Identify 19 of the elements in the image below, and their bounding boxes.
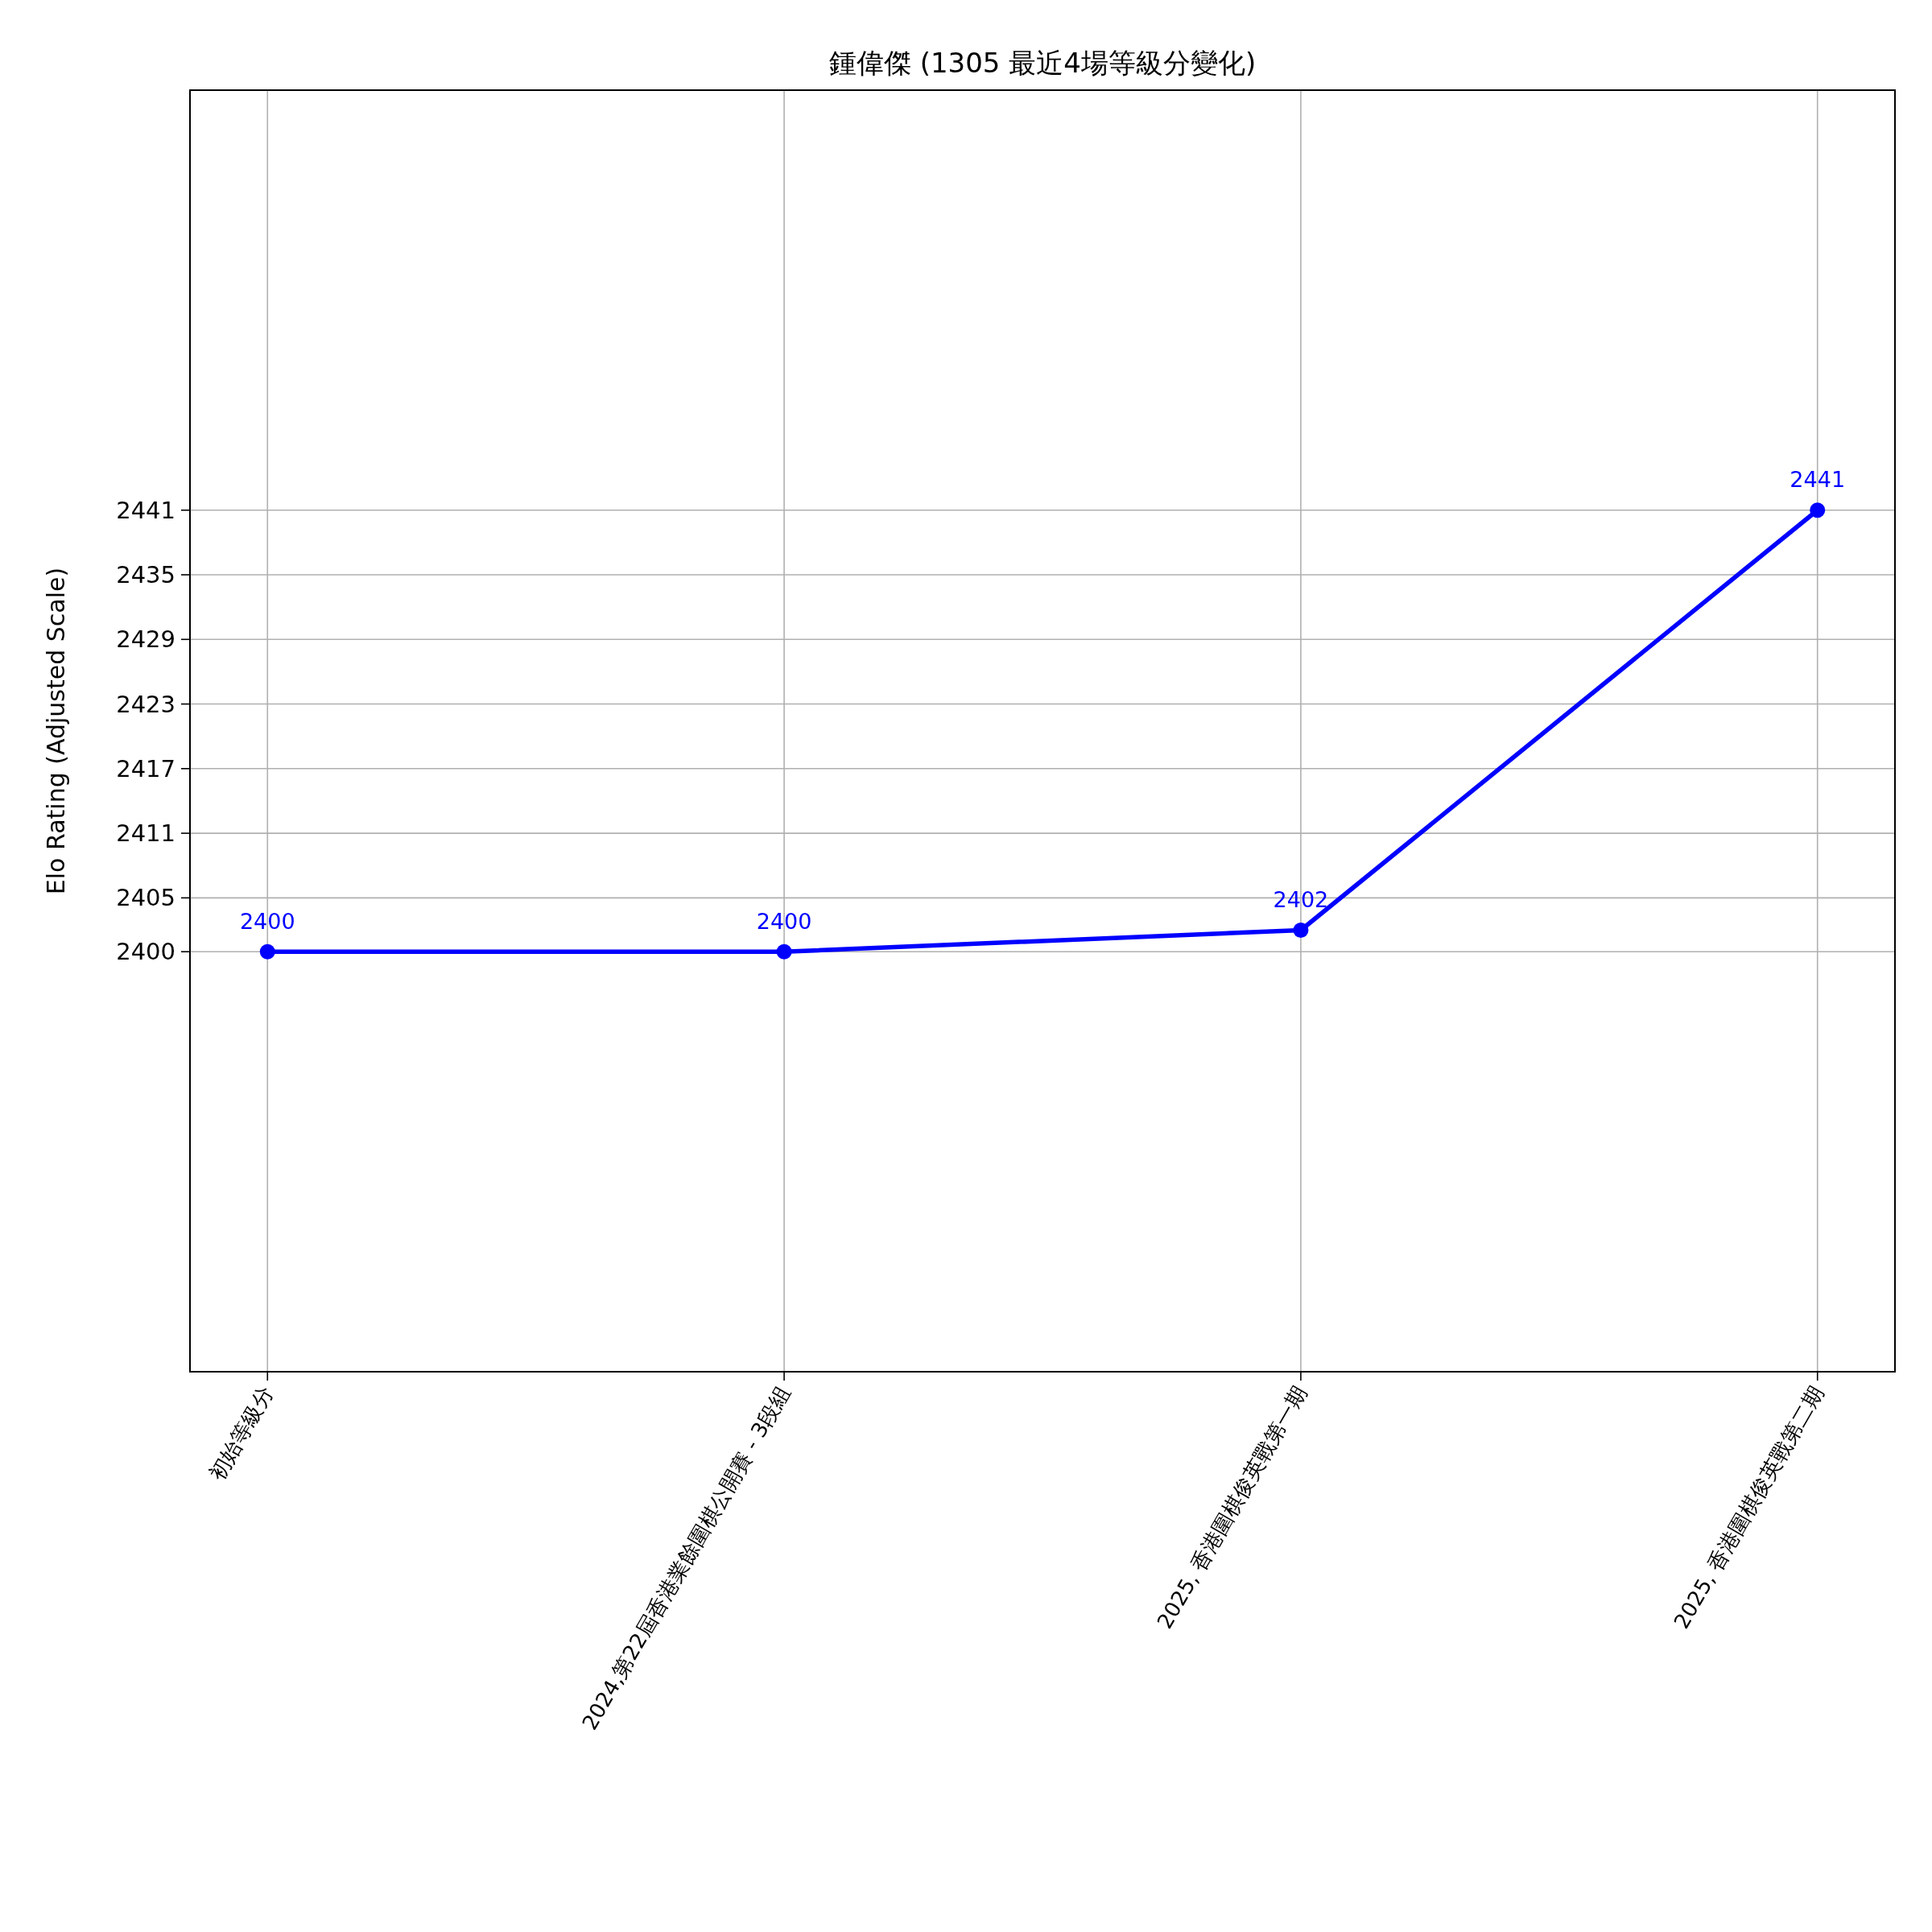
y-tick-label: 2405 bbox=[116, 884, 175, 912]
y-tick-label: 2400 bbox=[116, 938, 175, 966]
data-label: 2400 bbox=[239, 908, 295, 934]
data-label: 2400 bbox=[756, 908, 812, 934]
point bbox=[776, 943, 792, 960]
x-tick-label: 初始等級分 bbox=[204, 1381, 279, 1485]
point bbox=[1293, 923, 1309, 938]
y-tick-label: 2441 bbox=[116, 496, 175, 524]
y-axis-title: Elo Rating (Adjusted Scale) bbox=[42, 567, 70, 895]
y-tick-label: 2411 bbox=[116, 819, 175, 848]
y-tick-label: 2435 bbox=[116, 561, 175, 589]
point bbox=[1810, 502, 1826, 518]
y-tick-label: 2417 bbox=[116, 754, 175, 782]
data-label: 2441 bbox=[1790, 467, 1846, 493]
chart-title: 鍾偉傑 (1305 最近4場等級分變化) bbox=[828, 47, 1257, 79]
y-tick-label: 2423 bbox=[116, 690, 175, 718]
y-tick-label: 2429 bbox=[116, 625, 175, 654]
point bbox=[259, 943, 275, 960]
data-label: 2402 bbox=[1273, 887, 1329, 912]
